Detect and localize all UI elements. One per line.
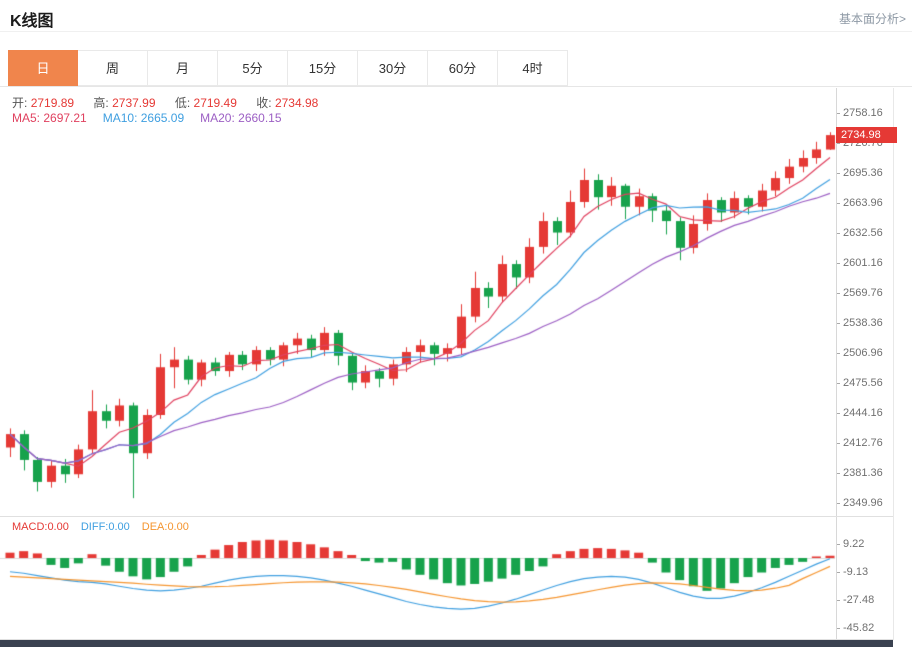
ma-legend-item-ma20: MA20: 2660.15 [200,111,282,125]
tab-60min[interactable]: 60分 [428,50,498,86]
close-label: 收: [256,96,272,110]
header: K线图 基本面分析> [0,0,912,32]
y-axis-label: 9.22 [836,538,864,550]
macd-legend: MACD:0.00 DIFF:0.00 DEA:0.00 [12,521,201,533]
macd-legend-item-macd: MACD:0.00 [12,521,69,533]
y-axis-line [836,88,837,640]
tab-30min[interactable]: 30分 [358,50,428,86]
bottom-divider [0,639,893,640]
y-axis-label: 2381.36 [836,467,883,479]
y-axis-label: 2538.36 [836,317,883,329]
y-axis-label: 2444.16 [836,407,883,419]
y-axis-label: -45.82 [836,622,874,634]
timeframe-tabbar: 日周月 5分 15分 30分 60分 4时 [0,50,912,87]
low-value: 2719.49 [193,96,237,110]
open-value: 2719.89 [30,96,75,110]
ma-legend-item-ma10: MA10: 2665.09 [102,111,185,125]
panel-divider [0,516,893,517]
y-axis-label: 2695.36 [836,167,883,179]
y-axis-label: 2758.16 [836,107,883,119]
y-axis-label: 2349.96 [836,497,883,509]
y-axis-label: 2569.76 [836,287,883,299]
tab-week[interactable]: 周 [78,50,148,86]
fundamental-analysis-link[interactable]: 基本面分析> [838,12,906,26]
last-price-tag: 2734.98 [836,127,897,143]
y-axis-label: -27.48 [836,594,874,606]
y-axis-label: -9.13 [836,566,868,578]
tab-month[interactable]: 月 [148,50,218,86]
low-label: 低: [174,96,191,110]
tab-day[interactable]: 日 [8,50,78,86]
high-label: 高: [93,96,109,110]
ma-legend-item-ma5: MA5: 2697.21 [12,111,87,125]
macd-legend-item-dea: DEA:0.00 [141,521,189,533]
y-axis-label: 2506.96 [836,347,883,359]
page-title: K线图 [10,13,54,30]
tab-5min[interactable]: 5分 [218,50,288,86]
ohlc-row: 开: 2719.89 高: 2737.99 低: 2719.49 收: 2734… [12,94,334,111]
macd-chart-canvas[interactable] [0,517,836,639]
y-axis-label: 2601.16 [836,257,883,269]
y-axis-label: 2475.56 [836,377,883,389]
candlestick-chart-canvas[interactable] [0,88,836,516]
right-edge-line [893,88,894,640]
high-value: 2737.99 [112,96,156,110]
macd-legend-item-diff: DIFF:0.00 [80,521,130,533]
y-axis-label: 2412.76 [836,437,883,449]
main-y-axis: 2758.162726.762695.362663.962632.562601.… [836,88,893,516]
y-axis-label: 2632.56 [836,227,883,239]
horizontal-scrollbar[interactable] [0,640,893,647]
ma-legend: MA5: 2697.21 MA10: 2665.09 MA20: 2660.15 [12,111,298,125]
close-value: 2734.98 [274,96,319,110]
tab-4hour[interactable]: 4时 [498,50,568,86]
y-axis-label: 2663.96 [836,197,883,209]
open-label: 开: [12,96,28,110]
tab-15min[interactable]: 15分 [288,50,358,86]
macd-y-axis: 9.22 -9.13 -27.48 -45.82 [836,517,893,639]
